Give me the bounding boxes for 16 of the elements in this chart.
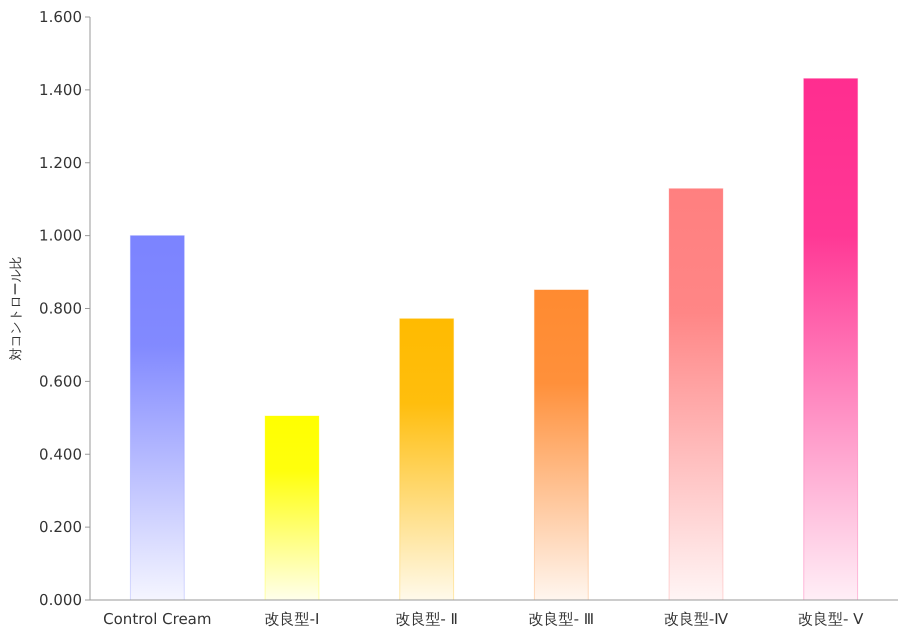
y-axis-title: 対コントロール比 [8, 256, 24, 360]
x-tick-label: 改良型- Ⅴ [798, 610, 864, 628]
x-tick-label: 改良型-Ⅳ [664, 610, 728, 628]
y-tick-label: 0.000 [39, 591, 82, 609]
x-tick-label: Control Cream [103, 610, 212, 628]
y-tick-label: 0.400 [39, 445, 82, 464]
y-tick-label: 0.600 [39, 372, 82, 390]
x-tick-label: 改良型- Ⅲ [528, 610, 594, 628]
y-tick-label: 1.600 [39, 8, 82, 26]
y-tick-label: 0.800 [39, 300, 82, 318]
y-tick-label: 1.200 [39, 154, 82, 172]
x-tick-label: 改良型-I [264, 610, 320, 628]
x-tick-label: 改良型- Ⅱ [395, 610, 458, 628]
y-tick-label: 1.000 [39, 226, 82, 245]
y-tick-label: 1.400 [39, 80, 82, 99]
y-tick-label: 0.200 [39, 518, 82, 536]
